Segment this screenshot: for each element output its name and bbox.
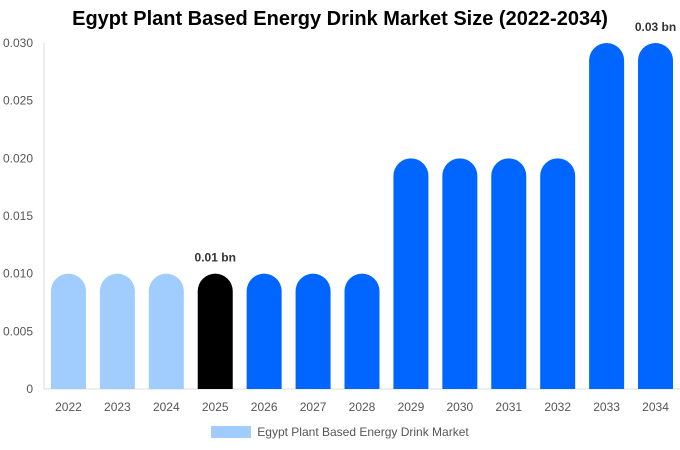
y-tick-label: 0.025 [3,94,33,108]
x-tick-label: 2029 [398,400,425,414]
bar-2032 [540,158,576,389]
y-tick-label: 0.010 [3,267,33,281]
y-tick-label: 0.015 [3,209,33,223]
bar-2023 [99,273,135,389]
data-label: 0.03 bn [635,20,676,34]
x-tick-label: 2033 [593,400,620,414]
bar-2025 [197,273,233,389]
bar-2022 [50,273,86,389]
bar-2034 [638,43,674,389]
y-tick-label: 0.020 [3,151,33,165]
y-tick-label: 0.030 [3,36,33,50]
bar-2028 [344,273,380,389]
chart-title: Egypt Plant Based Energy Drink Market Si… [72,8,608,30]
bar-2027 [295,273,331,389]
legend: Egypt Plant Based Energy Drink Market [0,425,680,439]
bar-2031 [491,158,527,389]
x-tick-label: 2024 [153,400,180,414]
x-tick-label: 2025 [202,400,229,414]
y-tick-label: 0 [26,382,33,396]
y-tick-label: 0.005 [3,324,33,338]
bar-2029 [393,158,429,389]
legend-label: Egypt Plant Based Energy Drink Market [257,425,469,439]
x-tick-label: 2027 [300,400,327,414]
x-tick-label: 2026 [251,400,278,414]
bar-2024 [148,273,184,389]
legend-swatch [211,426,252,438]
x-tick-label: 2032 [544,400,571,414]
x-tick-label: 2030 [446,400,473,414]
data-label: 0.01 bn [195,251,236,265]
x-tick-label: 2031 [495,400,522,414]
x-tick-label: 2023 [104,400,131,414]
bar-2030 [442,158,478,389]
x-tick-label: 2022 [55,400,82,414]
x-tick-label: 2034 [642,400,669,414]
bar-2033 [589,43,625,389]
x-tick-label: 2028 [349,400,376,414]
bar-2026 [246,273,282,389]
